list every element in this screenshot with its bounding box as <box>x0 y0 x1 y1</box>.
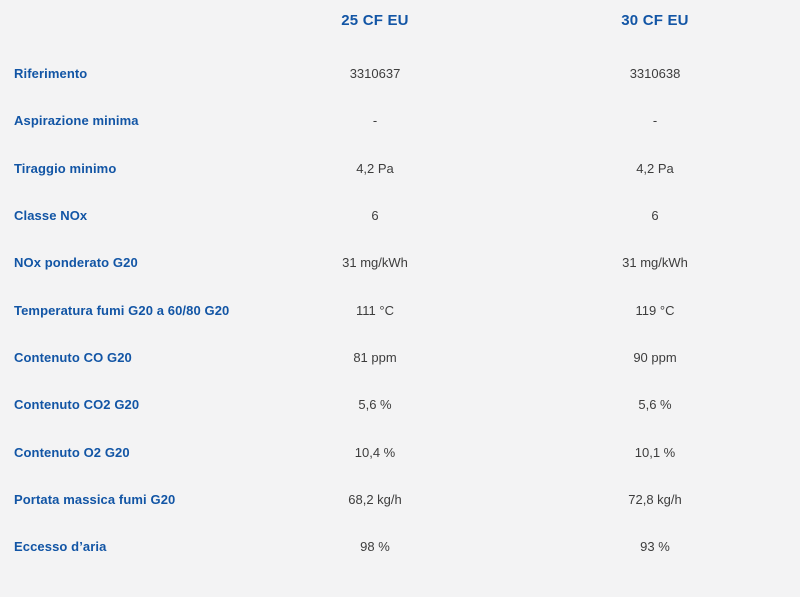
row-value-30cf: 93 % <box>640 539 670 555</box>
row-value-25cf: 98 % <box>360 539 390 555</box>
row-label: Aspirazione minima <box>14 113 139 129</box>
row-label: Portata massica fumi G20 <box>14 491 176 507</box>
table-row-classe-nox: Classe NOx 6 6 <box>0 192 800 239</box>
table-row-contenuto-o2: Contenuto O2 G20 10,4 % 10,1 % <box>0 428 800 475</box>
row-value-25cf: 81 ppm <box>353 349 397 365</box>
table-row-nox-ponderato: NOx ponderato G20 31 mg/kWh 31 mg/kWh <box>0 239 800 286</box>
row-value-25cf: 6 <box>371 208 379 224</box>
row-value-30cf: 3310638 <box>629 66 681 82</box>
table-row-portata-massica: Portata massica fumi G20 68,2 kg/h 72,8 … <box>0 476 800 523</box>
row-label: Riferimento <box>14 66 88 82</box>
row-value-25cf: 5,6 % <box>358 397 392 413</box>
row-label: Tiraggio minimo <box>14 160 117 176</box>
table-row-tiraggio-minimo: Tiraggio minimo 4,2 Pa 4,2 Pa <box>0 145 800 192</box>
row-label: Contenuto CO G20 <box>14 349 132 365</box>
row-label: Contenuto CO2 G20 <box>14 397 140 413</box>
table-row-contenuto-co2: Contenuto CO2 G20 5,6 % 5,6 % <box>0 381 800 428</box>
row-value-30cf: 6 <box>651 208 659 224</box>
table-row-riferimento: Riferimento 3310637 3310638 <box>0 50 800 97</box>
row-value-30cf: 90 ppm <box>633 349 677 365</box>
row-label: Classe NOx <box>14 208 88 224</box>
table-row-temperatura-fumi: Temperatura fumi G20 a 60/80 G20 111 °C … <box>0 286 800 333</box>
row-value-30cf: 5,6 % <box>638 397 672 413</box>
row-value-30cf: 31 mg/kWh <box>622 255 688 271</box>
row-value-30cf: 4,2 Pa <box>636 160 674 176</box>
row-value-25cf: 4,2 Pa <box>356 160 394 176</box>
row-value-30cf: - <box>652 113 658 129</box>
column-header-30cf: 30 CF EU <box>621 12 689 29</box>
row-label: NOx ponderato G20 <box>14 255 138 271</box>
row-value-25cf: - <box>372 113 378 129</box>
row-value-30cf: 10,1 % <box>634 444 676 460</box>
table-row-eccesso-aria: Eccesso d’aria 98 % 93 % <box>0 523 800 570</box>
row-label: Eccesso d’aria <box>14 539 107 555</box>
row-label: Contenuto O2 G20 <box>14 444 130 460</box>
row-value-25cf: 111 °C <box>356 302 394 318</box>
spec-table: 25 CF EU 30 CF EU Riferimento 3310637 33… <box>0 0 800 570</box>
row-value-25cf: 10,4 % <box>354 444 396 460</box>
table-header-row: 25 CF EU 30 CF EU <box>0 0 800 50</box>
row-label: Temperatura fumi G20 a 60/80 G20 <box>14 302 230 318</box>
table-row-aspirazione-minima: Aspirazione minima - - <box>0 97 800 144</box>
row-value-30cf: 119 °C <box>635 302 675 318</box>
row-value-25cf: 31 mg/kWh <box>342 255 408 271</box>
table-row-contenuto-co: Contenuto CO G20 81 ppm 90 ppm <box>0 334 800 381</box>
row-value-25cf: 68,2 kg/h <box>348 491 402 507</box>
row-value-25cf: 3310637 <box>349 66 401 82</box>
column-header-25cf: 25 CF EU <box>341 12 409 29</box>
row-value-30cf: 72,8 kg/h <box>628 491 682 507</box>
